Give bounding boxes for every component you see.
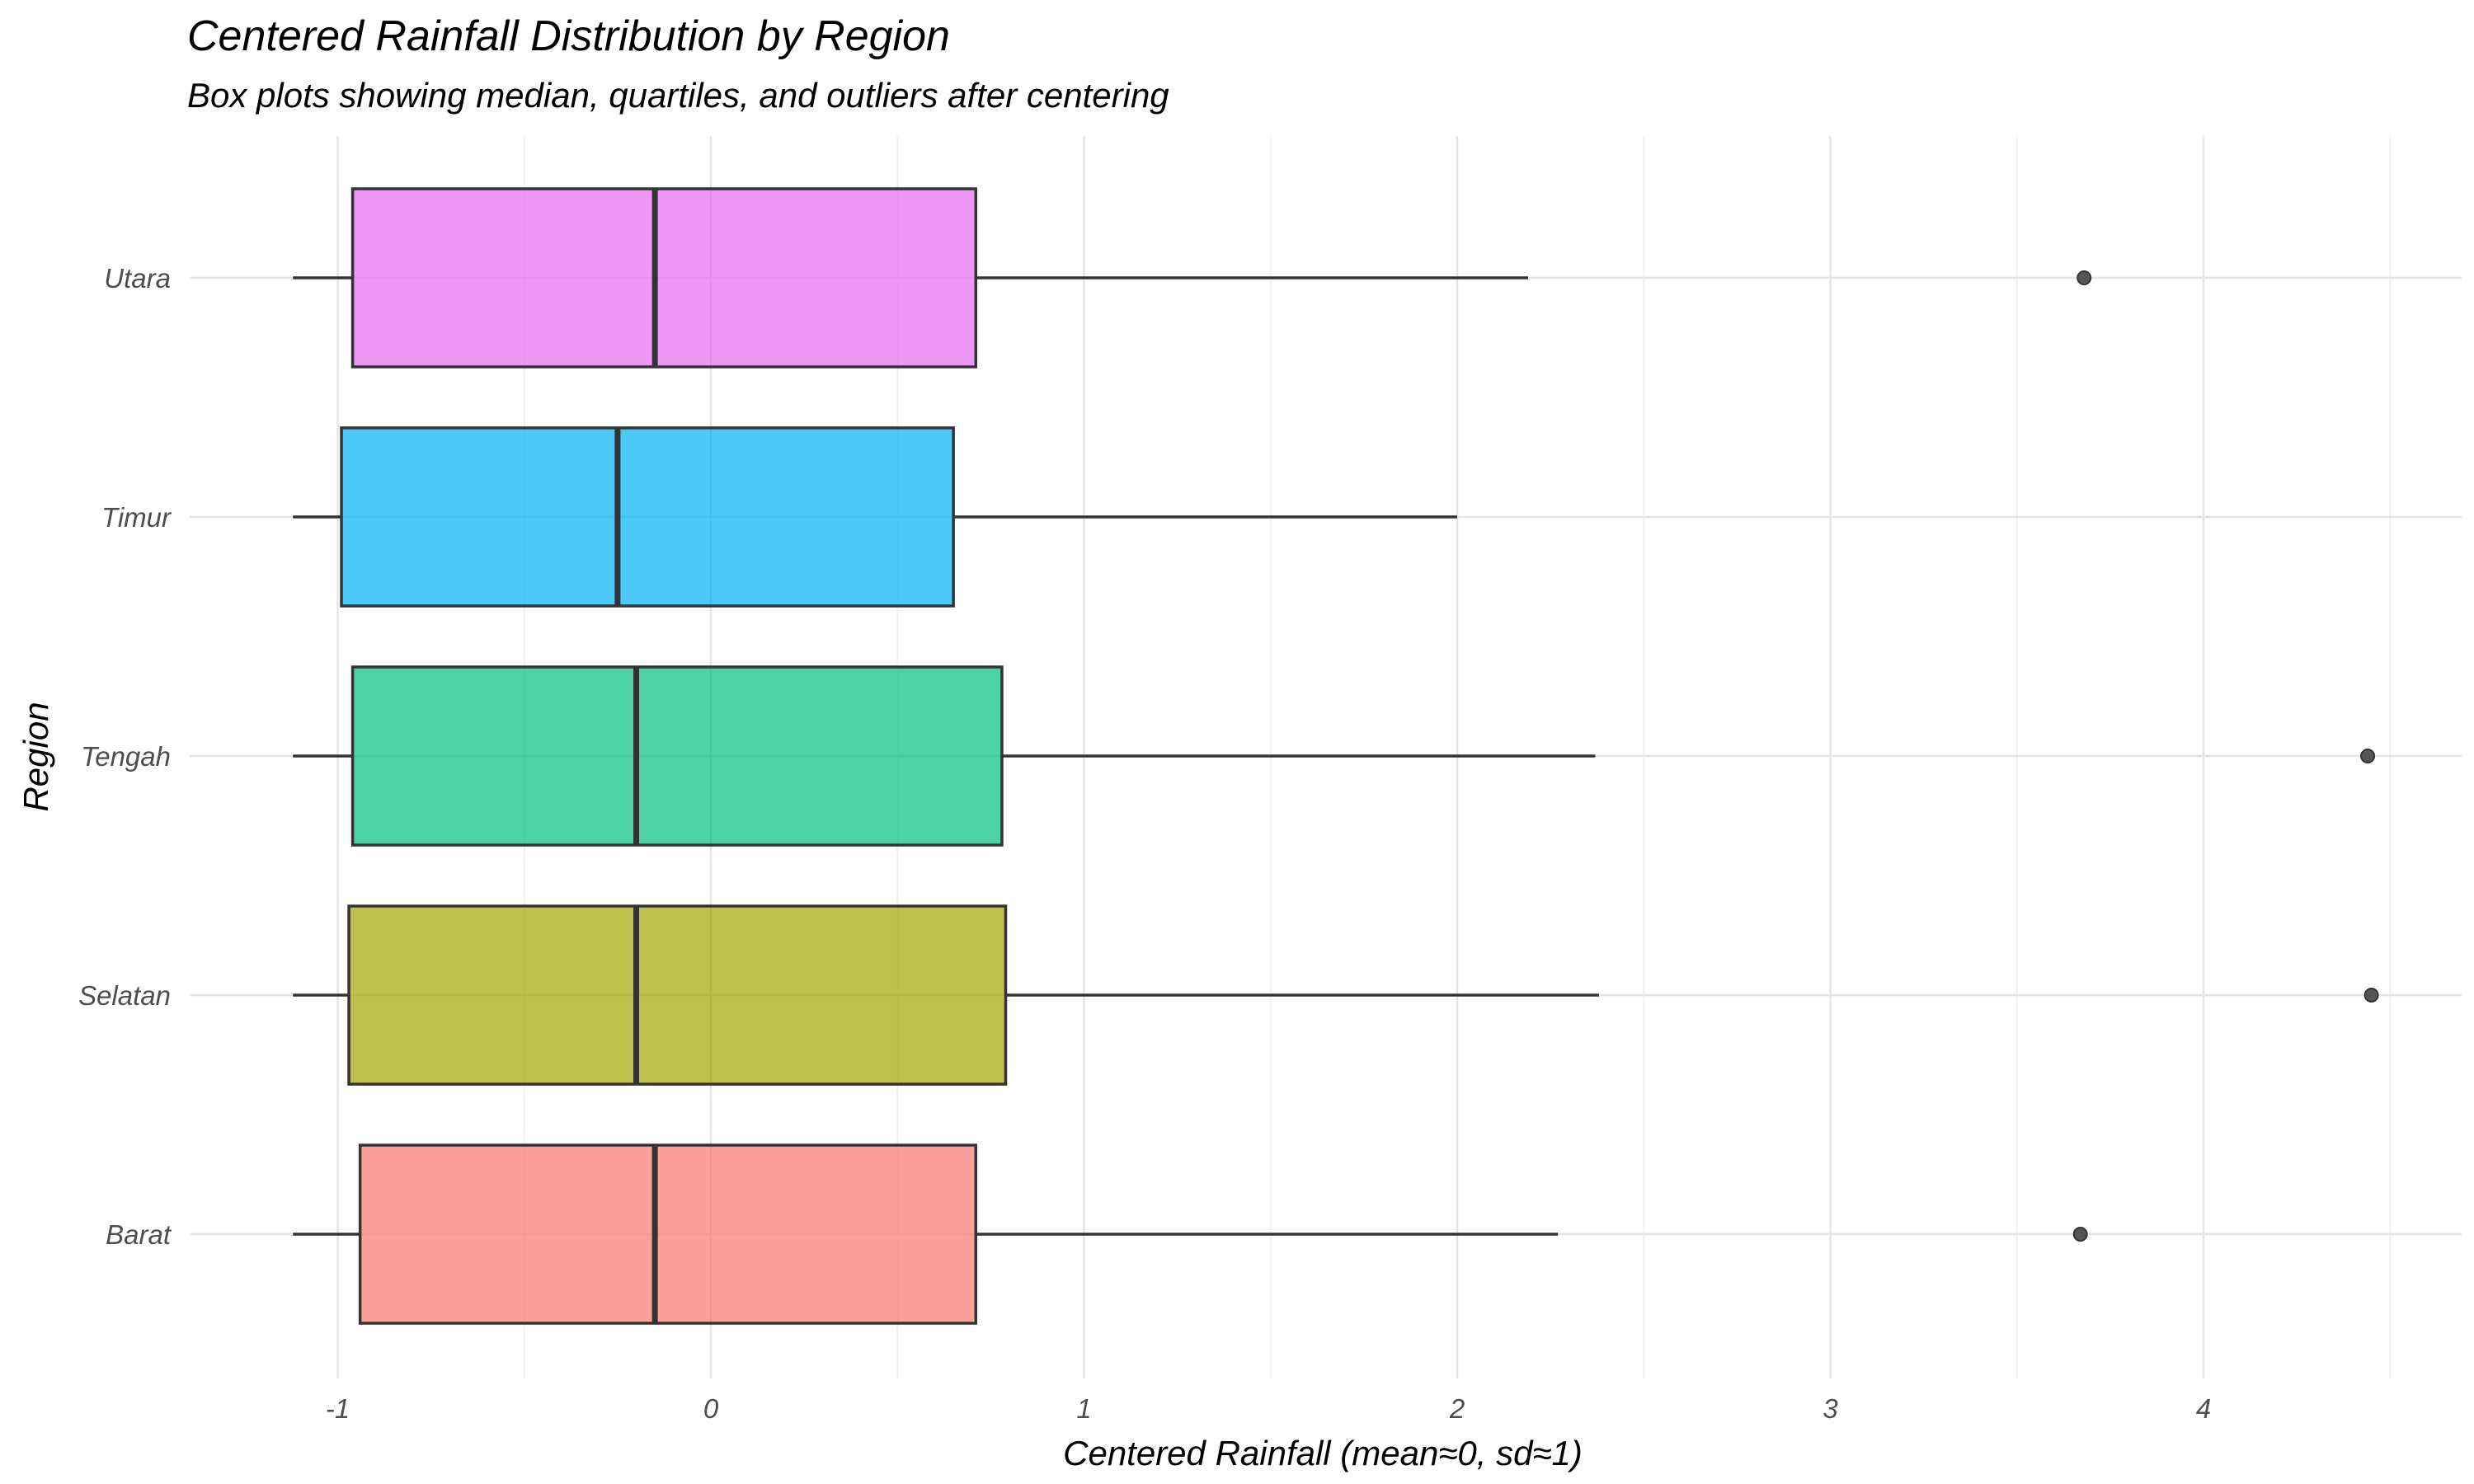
- x-tick-label: -1: [326, 1393, 350, 1424]
- outlier-point: [2363, 988, 2379, 1003]
- box-rect: [350, 187, 978, 369]
- box-rect: [340, 426, 955, 608]
- x-tick-label: 1: [1076, 1393, 1091, 1424]
- x-tick-label: 4: [2196, 1393, 2211, 1424]
- box-rect: [350, 665, 1004, 847]
- x-tick-label: 3: [1823, 1393, 1838, 1424]
- y-tick-label: Selatan: [78, 980, 171, 1011]
- y-tick-label: Utara: [104, 263, 171, 294]
- box-tengah: [293, 665, 2376, 847]
- box-rect: [347, 904, 1008, 1086]
- x-tick-label: 0: [703, 1393, 719, 1424]
- x-tick-label: 2: [1449, 1393, 1465, 1424]
- box-selatan: [293, 904, 2379, 1086]
- x-axis-title: Centered Rainfall (mean≈0, sd≈1): [1063, 1434, 1583, 1472]
- chart-title: Centered Rainfall Distribution by Region: [187, 12, 950, 60]
- label-layer: Barat Selatan Tengah Timur Utara -1 0 1 2 3 4: [78, 263, 2211, 1424]
- box-rect: [358, 1144, 978, 1325]
- y-tick-label: Barat: [106, 1219, 172, 1250]
- outlier-point: [2077, 270, 2092, 285]
- y-tick-label: Timur: [101, 502, 172, 533]
- outlier-point: [2072, 1227, 2088, 1242]
- box-layer: [293, 187, 2379, 1325]
- box-timur: [293, 426, 1457, 608]
- y-tick-label: Tengah: [81, 741, 171, 772]
- box-barat: [293, 1144, 2088, 1325]
- box-utara: [293, 187, 2092, 369]
- chart-subtitle: Box plots showing median, quartiles, and…: [187, 76, 1169, 115]
- outlier-point: [2360, 749, 2376, 763]
- y-axis-title: Region: [16, 702, 55, 811]
